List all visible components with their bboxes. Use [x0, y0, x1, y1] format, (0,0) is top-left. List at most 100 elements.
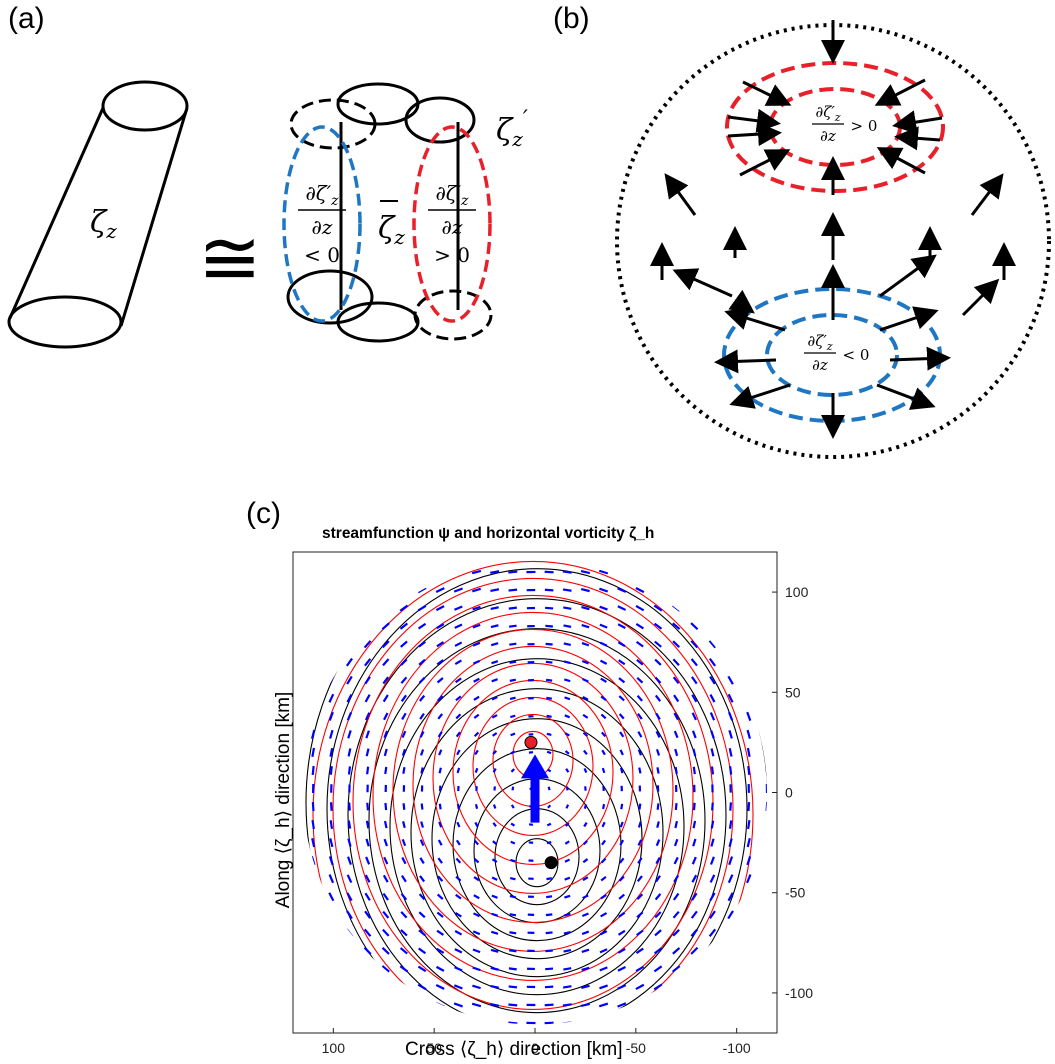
- vorticity-vector: [419, 712, 425, 720]
- vorticity-vector: [729, 766, 733, 775]
- svg-text:∂z: ∂z: [312, 215, 333, 239]
- vorticity-vector: [709, 856, 715, 865]
- vorticity-vector: [365, 730, 370, 739]
- vorticity-vector: [673, 856, 679, 865]
- vorticity-vector: [474, 839, 480, 846]
- vorticity-vector: [546, 696, 553, 700]
- y-tick-label: 100: [785, 584, 809, 600]
- vorticity-vector: [618, 695, 625, 702]
- panel-b-diagram: ∂ζ′z ∂z > 0 ∂ζ′z ∂z < 0: [615, 20, 1051, 459]
- vorticity-vector: [709, 874, 716, 883]
- vorticity-vector: [418, 676, 426, 684]
- vorticity-vector: [364, 676, 371, 685]
- vorticity-vector: [510, 804, 515, 809]
- vorticity-vector: [582, 731, 589, 737]
- vorticity-vector: [329, 729, 334, 739]
- vorticity-vector: [455, 713, 462, 720]
- vorticity-vector: [364, 712, 371, 721]
- vorticity-vector: [438, 767, 442, 774]
- vorticity-vector: [672, 947, 681, 955]
- psi-negative-contour: [305, 560, 767, 1025]
- vorticity-vector: [581, 659, 589, 665]
- vorticity-vector: [510, 822, 516, 827]
- vorticity-vector: [600, 912, 608, 918]
- vorticity-vector: [508, 588, 518, 592]
- vorticity-vector: [382, 874, 389, 883]
- vorticity-vector: [635, 622, 644, 630]
- vorticity-vector: [490, 1003, 500, 1007]
- vorticity-vector: [582, 677, 589, 683]
- mean-vorticity-arrowhead: [521, 754, 549, 779]
- vorticity-vector: [435, 587, 445, 593]
- vorticity-vector: [617, 947, 626, 954]
- vorticity-vector: [617, 605, 627, 611]
- vorticity-vector: [453, 984, 463, 990]
- svg-text:< 0: < 0: [843, 346, 870, 364]
- vorticity-vector: [546, 768, 552, 773]
- vorticity-vector: [673, 712, 679, 721]
- vorticity-vector: [510, 858, 516, 863]
- vorticity-vector: [600, 731, 607, 738]
- vorticity-vector: [635, 604, 645, 612]
- vorticity-vector: [656, 803, 660, 810]
- vorticity-vector: [437, 731, 443, 738]
- vorticity-vector: [347, 748, 352, 757]
- vorticity-vector: [672, 892, 680, 901]
- vorticity-vector: [582, 713, 589, 719]
- vorticity-vector: [547, 804, 552, 809]
- vorticity-vector: [455, 731, 461, 738]
- vorticity-vector: [508, 1021, 518, 1025]
- vorticity-vector: [580, 1002, 591, 1008]
- vorticity-vector: [455, 839, 461, 846]
- vorticity-vector: [419, 749, 425, 756]
- vorticity-vector: [366, 802, 370, 811]
- vorticity-vector: [581, 641, 590, 647]
- vorticity-vector: [746, 747, 751, 758]
- vorticity-vector: [601, 803, 606, 810]
- vorticity-vector: [636, 893, 644, 900]
- bottom-fraction: ∂ζ′z ∂z < 0: [804, 332, 869, 374]
- vorticity-vector: [617, 587, 627, 593]
- tilted-cylinder: [7, 80, 189, 349]
- panel-a-diagram: ζz ≅ ζz′ ∂ζ′z ∂z < 0 ζz ∂ζ′z ∂z > 0: [7, 80, 528, 349]
- vorticity-vector: [599, 930, 608, 936]
- vorticity-vector: [400, 658, 408, 666]
- vorticity-vector: [402, 803, 406, 810]
- vorticity-vector: [653, 622, 663, 630]
- vorticity-vector: [346, 874, 353, 884]
- vorticity-vector: [673, 694, 680, 703]
- vorticity-vector: [692, 802, 696, 811]
- vorticity-vector: [728, 711, 734, 721]
- vorticity-vector: [654, 658, 662, 666]
- x-tick-label: -50: [626, 1040, 646, 1056]
- vorticity-vector: [509, 642, 517, 646]
- vorticity-vector: [436, 677, 444, 684]
- vorticity-vector: [635, 947, 644, 955]
- vorticity-vector: [455, 857, 462, 864]
- vorticity-vector: [672, 910, 680, 919]
- vorticity-vector: [672, 622, 681, 630]
- vorticity-vector: [474, 821, 479, 828]
- vorticity-vector: [381, 946, 390, 955]
- vorticity-vector: [418, 929, 426, 937]
- vorticity-vector: [420, 803, 424, 810]
- vorticity-vector: [600, 713, 607, 720]
- vorticity-vector: [563, 930, 571, 935]
- vorticity-vector: [545, 678, 553, 682]
- vorticity-vector: [709, 675, 716, 685]
- vorticity-vector: [636, 911, 644, 918]
- vorticity-vector: [690, 622, 699, 631]
- vorticity-vector: [491, 696, 498, 701]
- vorticity-vector: [490, 570, 500, 574]
- vorticity-vector: [492, 732, 498, 737]
- vorticity-vector: [673, 874, 680, 883]
- vorticity-vector: [562, 985, 572, 989]
- vorticity-vector: [509, 876, 516, 881]
- vorticity-vector: [329, 747, 334, 757]
- vorticity-vector: [636, 677, 644, 684]
- vorticity-vector: [565, 768, 570, 773]
- vorticity-vector: [491, 858, 498, 863]
- vorticity-vector: [691, 676, 698, 685]
- svg-text:∂z: ∂z: [820, 127, 836, 145]
- vorticity-vector: [400, 929, 408, 937]
